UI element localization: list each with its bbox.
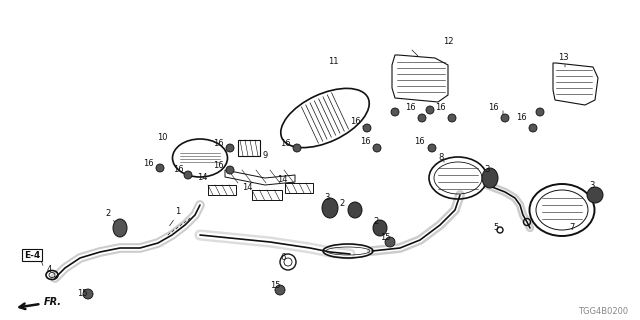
Bar <box>252 190 282 200</box>
Ellipse shape <box>113 219 127 237</box>
Text: 15: 15 <box>77 290 87 299</box>
Circle shape <box>501 114 509 122</box>
Text: 15: 15 <box>380 233 390 242</box>
Text: E-4: E-4 <box>24 251 40 260</box>
Text: 16: 16 <box>516 114 526 123</box>
Ellipse shape <box>482 168 498 188</box>
Text: 16: 16 <box>488 103 499 113</box>
Text: 14: 14 <box>276 174 287 183</box>
Circle shape <box>428 144 436 152</box>
Circle shape <box>373 144 381 152</box>
Text: 14: 14 <box>196 173 207 182</box>
Text: 2: 2 <box>373 218 379 227</box>
Text: TGG4B0200: TGG4B0200 <box>578 308 628 316</box>
Ellipse shape <box>322 198 338 218</box>
Text: 16: 16 <box>349 117 360 126</box>
Text: 16: 16 <box>212 161 223 170</box>
Circle shape <box>391 108 399 116</box>
Ellipse shape <box>587 187 603 203</box>
Bar <box>285 183 313 193</box>
Text: 5: 5 <box>493 222 499 231</box>
Circle shape <box>293 144 301 152</box>
Text: 16: 16 <box>404 102 415 111</box>
Text: 4: 4 <box>46 266 52 275</box>
Text: 16: 16 <box>143 158 154 167</box>
Circle shape <box>83 289 93 299</box>
Text: 10: 10 <box>157 133 167 142</box>
Circle shape <box>529 124 537 132</box>
Circle shape <box>184 171 192 179</box>
Circle shape <box>385 237 395 247</box>
Text: FR.: FR. <box>19 297 62 309</box>
Text: 16: 16 <box>360 138 371 147</box>
Circle shape <box>536 108 544 116</box>
Circle shape <box>275 285 285 295</box>
Text: 3: 3 <box>484 165 490 174</box>
Text: 6: 6 <box>280 252 285 261</box>
Circle shape <box>363 124 371 132</box>
Ellipse shape <box>373 220 387 236</box>
Text: 3: 3 <box>324 193 330 202</box>
Text: 7: 7 <box>570 223 575 233</box>
Text: 3: 3 <box>589 181 595 190</box>
Circle shape <box>448 114 456 122</box>
Text: 2: 2 <box>339 199 344 209</box>
Text: 8: 8 <box>438 153 444 162</box>
Circle shape <box>156 164 164 172</box>
Text: 12: 12 <box>443 37 453 46</box>
Text: 2: 2 <box>106 209 111 218</box>
Bar <box>208 185 236 195</box>
Text: 9: 9 <box>262 150 268 159</box>
Circle shape <box>426 106 434 114</box>
Text: 16: 16 <box>280 139 291 148</box>
Text: 16: 16 <box>212 139 223 148</box>
Circle shape <box>418 114 426 122</box>
Text: 16: 16 <box>435 102 445 111</box>
Bar <box>238 140 260 156</box>
Text: 16: 16 <box>413 138 424 147</box>
Text: 16: 16 <box>173 165 183 174</box>
Circle shape <box>226 144 234 152</box>
Circle shape <box>226 166 234 174</box>
Text: 15: 15 <box>269 282 280 291</box>
Text: 11: 11 <box>328 58 339 67</box>
Ellipse shape <box>348 202 362 218</box>
Text: 13: 13 <box>557 53 568 62</box>
Text: 1: 1 <box>175 207 180 217</box>
Text: 14: 14 <box>242 182 252 191</box>
